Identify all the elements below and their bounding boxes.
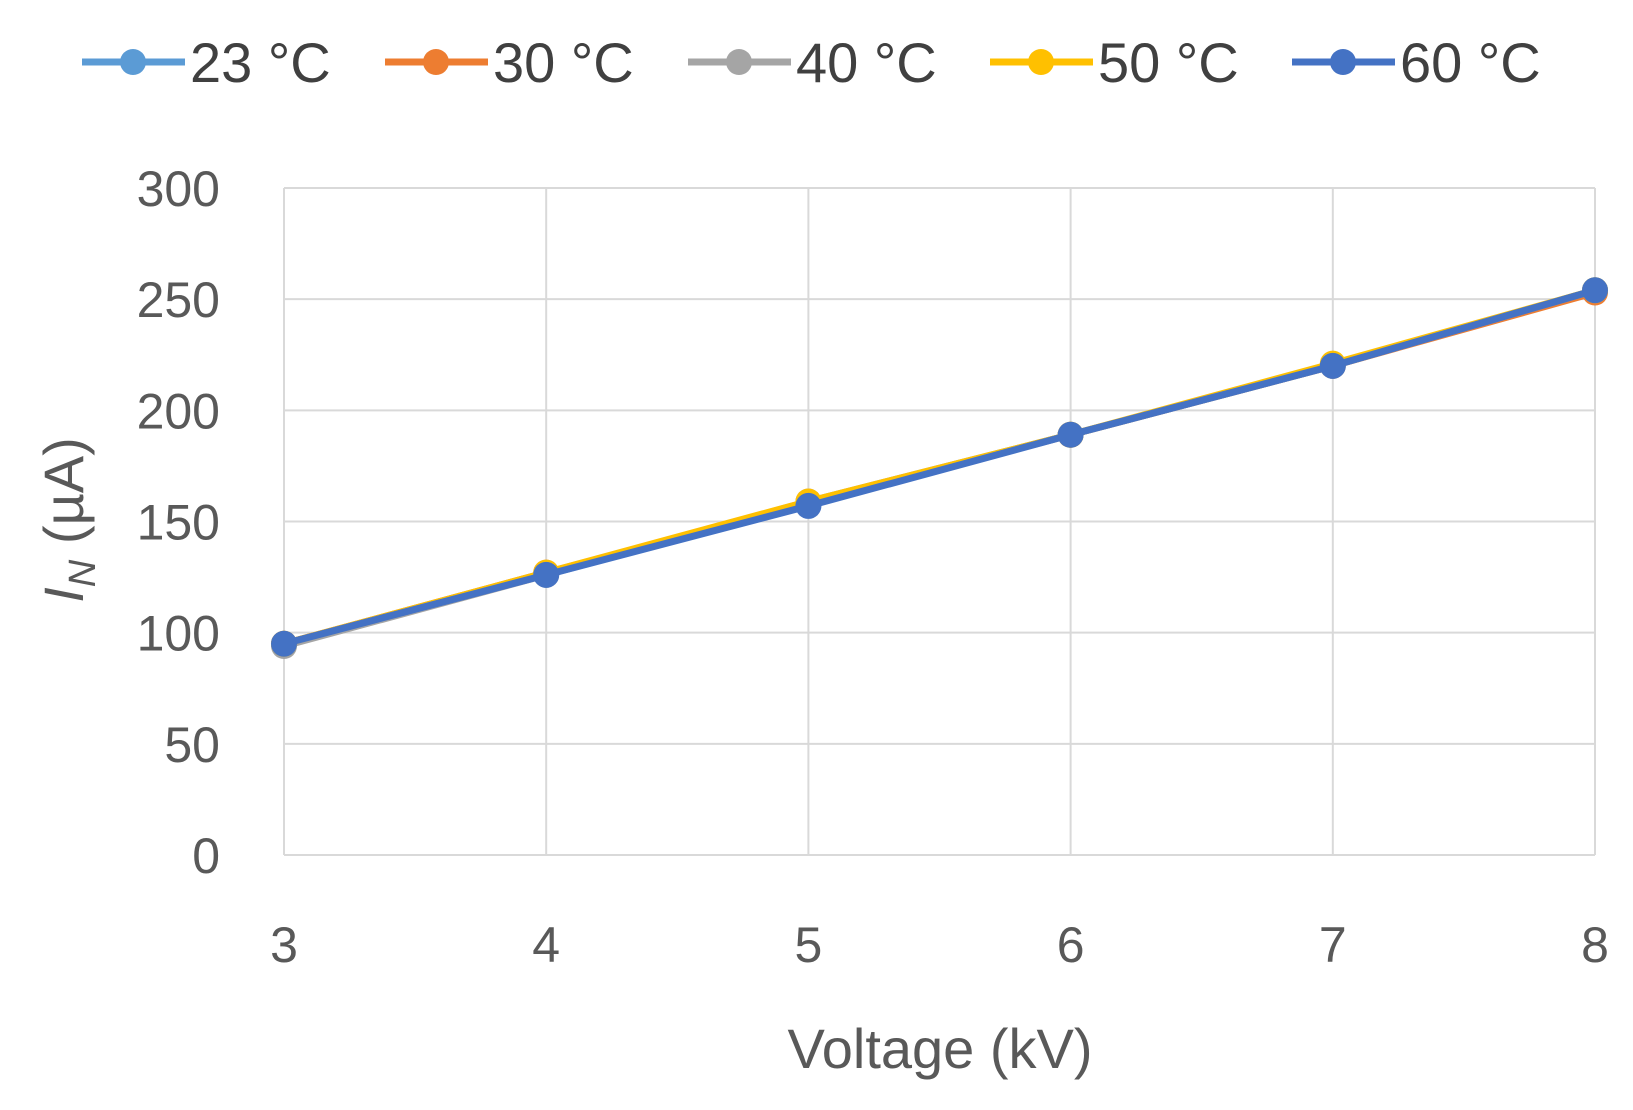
x-tick-label: 6 <box>1057 917 1085 973</box>
data-point <box>533 561 560 588</box>
legend-item: 40 °C <box>688 31 937 94</box>
legend-label: 60 °C <box>1400 31 1541 94</box>
y-tick-label: 250 <box>137 272 220 328</box>
tick-labels: 0 50 100 150 200 250 300 3 4 5 6 7 8 <box>137 161 1609 973</box>
y-axis-title-unit: (µA) <box>32 437 95 559</box>
series-group <box>271 277 1608 660</box>
legend-label: 40 °C <box>796 31 937 94</box>
y-axis-title: IN (µA) <box>32 437 104 603</box>
series-line <box>283 286 1596 648</box>
y-tick-label: 300 <box>137 161 220 217</box>
x-tick-label: 7 <box>1319 917 1347 973</box>
x-tick-label: 3 <box>270 917 298 973</box>
x-tick-label: 5 <box>794 917 822 973</box>
legend-swatch-marker <box>726 49 752 75</box>
y-axis-title-main: I <box>32 587 95 603</box>
y-tick-label: 50 <box>164 717 220 773</box>
legend-label: 50 °C <box>1098 31 1239 94</box>
legend-swatch-marker <box>423 49 449 75</box>
y-tick-label: 100 <box>137 606 220 662</box>
legend: 23 °C 30 °C 40 °C 50 °C 60 °C <box>82 31 1541 94</box>
grid-lines <box>284 187 1596 855</box>
series-5 <box>271 277 1608 657</box>
y-tick-label: 200 <box>137 383 220 439</box>
y-tick-label: 0 <box>192 828 220 884</box>
legend-item: 60 °C <box>1292 31 1541 94</box>
legend-label: 30 °C <box>493 31 634 94</box>
legend-item: 23 °C <box>82 31 331 94</box>
axes <box>283 188 1595 856</box>
x-tick-label: 4 <box>532 917 560 973</box>
legend-swatch-marker <box>120 49 146 75</box>
legend-swatch-marker <box>1028 49 1054 75</box>
legend-label: 23 °C <box>190 31 331 94</box>
y-axis-title-sub: N <box>62 559 104 587</box>
data-point <box>1582 277 1608 304</box>
x-tick-label: 8 <box>1581 917 1609 973</box>
legend-swatch-marker <box>1330 49 1356 75</box>
data-point <box>1319 352 1346 379</box>
y-tick-label: 150 <box>137 495 220 551</box>
data-point <box>271 630 297 657</box>
data-point <box>1057 421 1084 448</box>
x-axis-title: Voltage (kV) <box>787 1017 1092 1080</box>
legend-item: 30 °C <box>385 31 634 94</box>
data-point <box>795 492 822 519</box>
legend-item: 50 °C <box>990 31 1239 94</box>
